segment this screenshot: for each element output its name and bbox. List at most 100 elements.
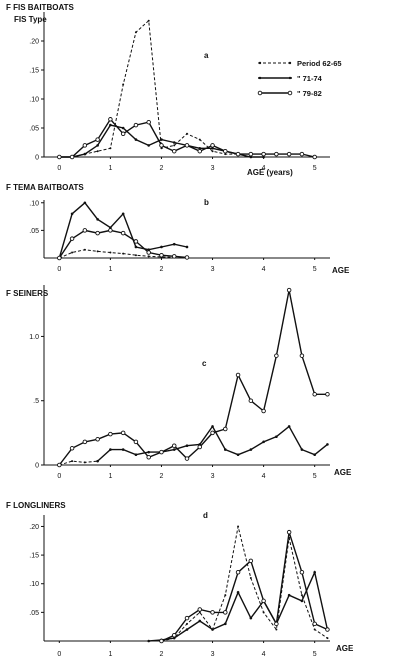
data-point xyxy=(249,577,252,579)
data-point xyxy=(133,122,139,128)
x-tick-label: 4 xyxy=(262,266,266,273)
y-tick-label: .10 xyxy=(29,97,39,104)
series-line-2 xyxy=(58,201,188,259)
data-point xyxy=(171,148,177,154)
data-point xyxy=(134,138,138,141)
panel-title: F FIS BAITBOATS xyxy=(6,3,75,12)
data-point xyxy=(172,242,176,246)
data-point xyxy=(185,628,189,631)
data-point xyxy=(69,154,75,160)
data-point xyxy=(121,212,125,216)
data-point xyxy=(286,151,292,157)
data-point xyxy=(120,430,126,436)
data-point xyxy=(185,444,189,448)
data-point xyxy=(147,19,150,22)
data-point xyxy=(171,254,177,259)
x-tick-label: 0 xyxy=(57,473,61,480)
data-point xyxy=(109,147,112,150)
legend-label: " 71-74 xyxy=(297,74,323,83)
y-tick-label: .10 xyxy=(29,581,39,588)
x-tick-label: 4 xyxy=(262,651,266,658)
data-point xyxy=(300,448,304,451)
y-tick-label: .05 xyxy=(29,228,39,235)
data-point xyxy=(160,245,163,249)
legend-marker xyxy=(257,90,263,96)
data-point xyxy=(224,622,227,626)
x-tick-label: 3 xyxy=(211,651,215,658)
series-line-2 xyxy=(59,124,264,158)
data-point xyxy=(69,236,75,241)
series-line-1 xyxy=(59,249,175,259)
data-point xyxy=(173,144,176,147)
data-point xyxy=(186,622,188,625)
panel-subtitle: FIS Type xyxy=(14,15,47,24)
panel-title: F TEMA BAITBOATS xyxy=(6,183,84,192)
data-point xyxy=(159,252,164,258)
data-point xyxy=(198,138,201,141)
panel-letter: c xyxy=(202,359,207,368)
series-line-3 xyxy=(58,289,328,466)
data-point xyxy=(134,254,137,257)
data-point xyxy=(262,440,265,444)
data-point xyxy=(82,143,88,148)
data-point xyxy=(235,372,241,378)
data-point xyxy=(70,212,74,216)
data-point xyxy=(237,525,240,528)
data-point xyxy=(313,570,316,574)
data-point xyxy=(211,147,214,150)
y-tick-label: .05 xyxy=(29,126,39,133)
data-point xyxy=(274,151,279,157)
y-tick-label: .15 xyxy=(29,68,39,75)
data-point xyxy=(261,408,266,414)
data-point xyxy=(171,443,177,448)
legend-marker xyxy=(288,61,292,65)
y-tick-label: .15 xyxy=(29,553,39,560)
data-point xyxy=(184,456,190,461)
data-point xyxy=(326,443,329,446)
x-tick-label: 0 xyxy=(57,266,61,273)
data-point xyxy=(198,619,202,623)
data-point xyxy=(108,431,113,437)
data-point xyxy=(147,639,150,643)
data-point xyxy=(108,117,113,122)
data-point xyxy=(109,123,112,127)
data-point xyxy=(147,144,150,147)
x-tick-label: 5 xyxy=(313,266,317,273)
x-tick-label: 3 xyxy=(211,473,215,480)
data-point xyxy=(185,245,189,249)
panel-letter: a xyxy=(204,51,209,60)
y-tick-label: 0 xyxy=(35,155,39,162)
data-point xyxy=(159,143,164,148)
y-tick-label: .10 xyxy=(29,200,39,207)
data-point xyxy=(57,154,62,160)
data-point xyxy=(83,461,86,464)
data-point xyxy=(57,462,62,468)
data-point xyxy=(312,154,317,160)
data-point xyxy=(262,155,265,159)
x-axis-label: AGE (years) xyxy=(247,168,293,177)
data-point xyxy=(275,628,278,631)
data-point xyxy=(299,151,305,157)
data-point xyxy=(146,119,151,125)
data-point xyxy=(197,148,203,154)
legend-marker xyxy=(287,90,293,96)
series-line-2 xyxy=(148,570,329,642)
series-line-1 xyxy=(59,460,98,466)
x-axis-label: AGE xyxy=(334,468,352,477)
data-point xyxy=(211,150,214,153)
data-point xyxy=(312,392,317,397)
data-point xyxy=(184,615,190,621)
legend-marker xyxy=(288,76,292,80)
data-point xyxy=(224,594,227,597)
x-tick-label: 2 xyxy=(160,473,164,480)
data-point xyxy=(198,611,201,614)
data-point xyxy=(248,558,254,564)
data-point xyxy=(71,251,74,254)
data-point xyxy=(83,201,87,205)
data-point xyxy=(210,430,215,436)
x-axis-label: AGE xyxy=(336,644,354,653)
legend-marker xyxy=(258,76,262,80)
data-point xyxy=(96,218,99,221)
data-point xyxy=(313,628,316,631)
